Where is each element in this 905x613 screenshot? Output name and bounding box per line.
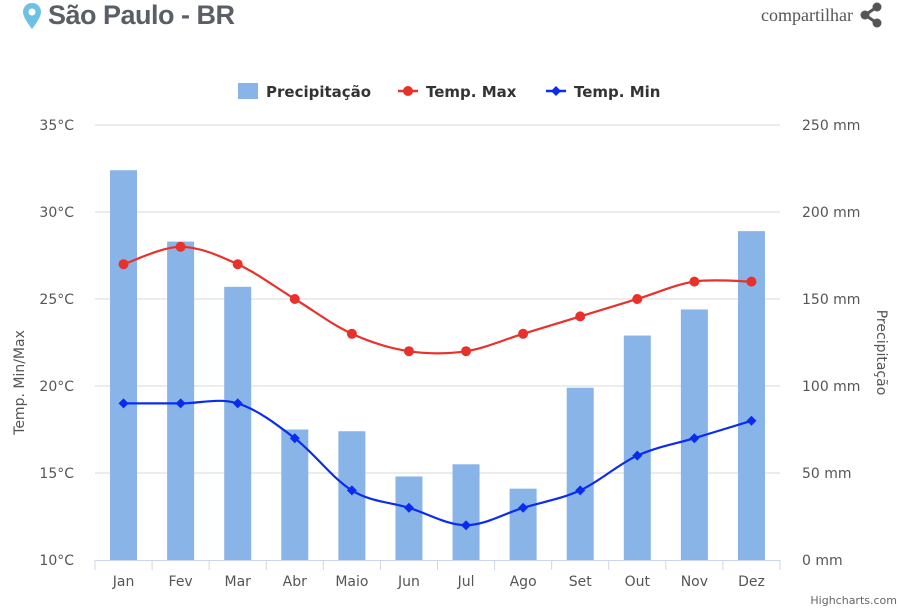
point-temp-min-jul [461,520,472,531]
point-temp-max-ago [518,328,529,339]
point-temp-max-jun [403,346,414,357]
point-temp-max-dez [746,276,757,287]
legend-precipitation-label: Precipitação [266,83,371,101]
point-temp-min-nov [689,433,700,444]
x-tick-label: Jun [397,574,420,590]
x-tick-label: Set [569,574,593,590]
bar-precipitation-out [623,335,651,560]
point-temp-min-mar [232,398,243,409]
left-tick-label: 30°C [39,205,74,221]
right-tick-label: 250 mm [802,118,860,134]
right-tick-label: 150 mm [802,292,860,308]
right-axis-title: Precipitação [873,310,889,396]
share-label: compartilhar [761,4,853,25]
city-title: São Paulo - BR [48,0,235,30]
left-tick-label: 35°C [39,118,74,134]
right-tick-label: 100 mm [802,379,860,395]
left-tick-label: 25°C [39,292,74,308]
point-temp-max-out [632,294,643,304]
left-tick-label: 20°C [39,379,74,395]
legend-temp-min-label: Temp. Min [574,83,660,101]
page-title: São Paulo - BR [22,0,235,31]
point-temp-max-jan [118,259,129,270]
chart-credits[interactable]: Highcharts.com [810,594,897,607]
right-tick-label: 50 mm [802,466,852,482]
share-button[interactable]: compartilhar [761,2,883,28]
point-temp-min-out [632,450,643,461]
bar-precipitation-set [566,387,594,560]
point-temp-max-fev [175,241,186,252]
x-tick-label: Fev [169,574,193,590]
point-temp-min-set [575,485,586,496]
point-temp-min-dez [746,415,757,426]
legend-temp-max-marker [403,86,413,96]
bar-precipitation-jul [452,464,480,560]
point-temp-max-set [575,311,586,322]
right-tick-label: 200 mm [802,205,860,221]
bar-precipitation-ago [509,488,537,560]
share-icon [860,2,882,28]
point-temp-max-maio [346,328,357,339]
legend-precipitation-swatch [238,83,258,99]
left-axis-title: Temp. Min/Max [12,330,28,436]
bar-precipitation-jan [110,170,138,561]
x-tick-label: Dez [738,574,765,590]
left-tick-label: 15°C [39,466,74,482]
point-temp-min-ago [518,502,529,513]
point-temp-max-nov [689,276,700,287]
legend-temp-max-label: Temp. Max [426,83,517,101]
bar-precipitation-abr [281,429,309,560]
point-temp-min-maio [346,485,357,496]
x-tick-label: Mar [224,574,251,590]
x-tick-label: Abr [283,574,307,590]
x-tick-label: Nov [681,574,708,590]
x-tick-label: Ago [510,574,537,590]
point-temp-min-jun [403,502,414,513]
x-tick-label: Out [625,574,651,590]
line-temp-max [123,245,752,355]
bar-precipitation-jun [395,476,423,560]
point-temp-min-fev [175,398,186,409]
right-tick-label: 0 mm [802,553,843,569]
location-pin-icon [23,2,41,29]
left-tick-label: 10°C [39,553,74,569]
point-temp-min-jan [118,398,129,409]
x-tick-label: Jul [457,574,475,590]
bar-precipitation-mar [224,286,252,560]
point-temp-max-mar [232,259,243,270]
x-tick-label: Jan [112,574,135,590]
point-temp-min-abr [289,433,300,444]
line-temp-min [123,399,752,527]
x-tick-label: Maio [335,574,368,590]
legend-temp-min-marker [551,86,561,96]
point-temp-max-abr [289,294,300,304]
point-temp-max-jul [461,346,472,357]
